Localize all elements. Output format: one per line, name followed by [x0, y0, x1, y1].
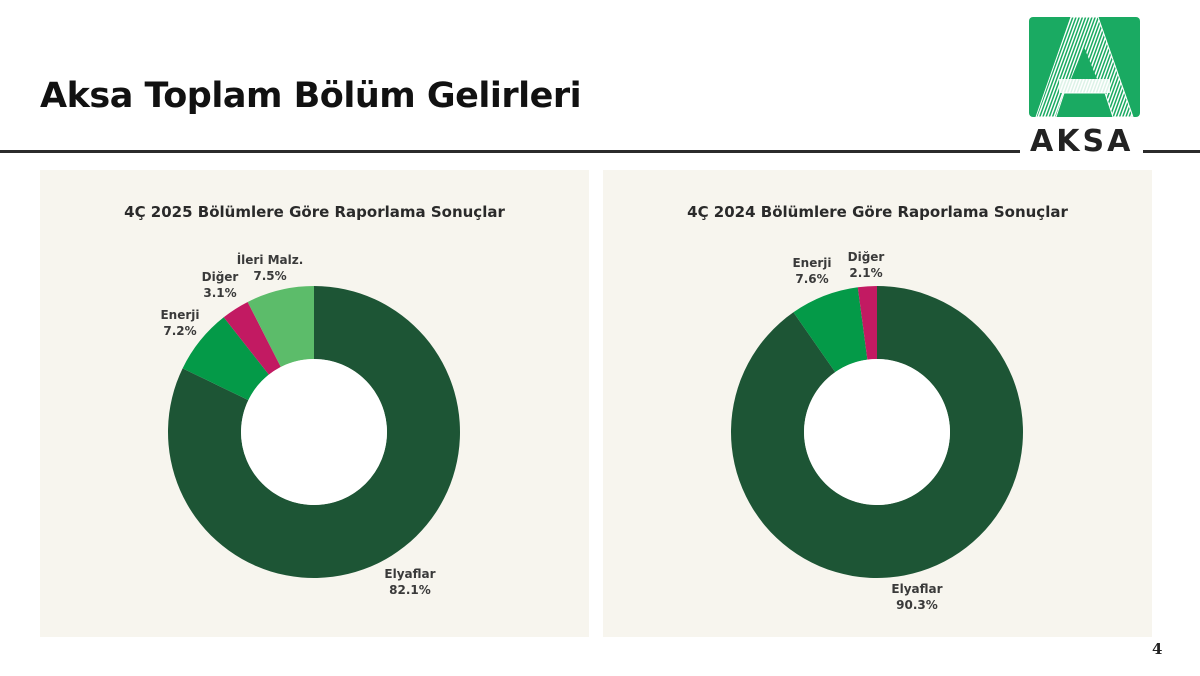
donut-slice-i-leri-malz-: [247, 286, 314, 367]
label-enerji-2025: Enerji 7.2%: [160, 308, 200, 338]
header-divider: [0, 150, 1020, 153]
donut-chart-2024: [731, 286, 1023, 578]
label-ileri-malz-2025: İleri Malz. 7.5%: [236, 253, 304, 283]
donut-slice-enerji: [182, 317, 269, 401]
page-number: 4: [1152, 640, 1163, 658]
donut-slice-diğer: [857, 286, 877, 360]
label-diger-2024: Diğer 2.1%: [847, 250, 885, 280]
donut-slice-enerji: [793, 287, 868, 373]
label-diger-2025: Diğer 3.1%: [201, 270, 239, 300]
donut-hole: [241, 359, 387, 505]
donut-slice-diğer: [223, 301, 281, 375]
label-elyaflar-2025: Elyaflar 82.1%: [384, 567, 436, 597]
aksa-logo-text: AKSA: [1030, 124, 1134, 159]
chart-panel-2025: 4Ç 2025 Bölümlere Göre Raporlama Sonuçla…: [40, 170, 589, 637]
donut-slice-elyaflar: [731, 286, 1023, 578]
donut-slice-elyaflar: [168, 286, 460, 578]
label-enerji-2024: Enerji 7.6%: [792, 256, 832, 286]
chart-title-2024: 4Ç 2024 Bölümlere Göre Raporlama Sonuçla…: [687, 203, 1068, 221]
label-elyaflar-2024: Elyaflar 90.3%: [891, 582, 943, 612]
aksa-a-logo-icon: [1029, 17, 1140, 117]
donut-chart-2025: [168, 286, 460, 578]
chart-title-2025: 4Ç 2025 Bölümlere Göre Raporlama Sonuçla…: [124, 203, 505, 221]
page-title: Aksa Toplam Bölüm Gelirleri: [40, 76, 582, 116]
chart-panel-2024: 4Ç 2024 Bölümlere Göre Raporlama Sonuçla…: [603, 170, 1152, 637]
header-divider-right: [1143, 150, 1200, 153]
donut-hole: [804, 359, 950, 505]
